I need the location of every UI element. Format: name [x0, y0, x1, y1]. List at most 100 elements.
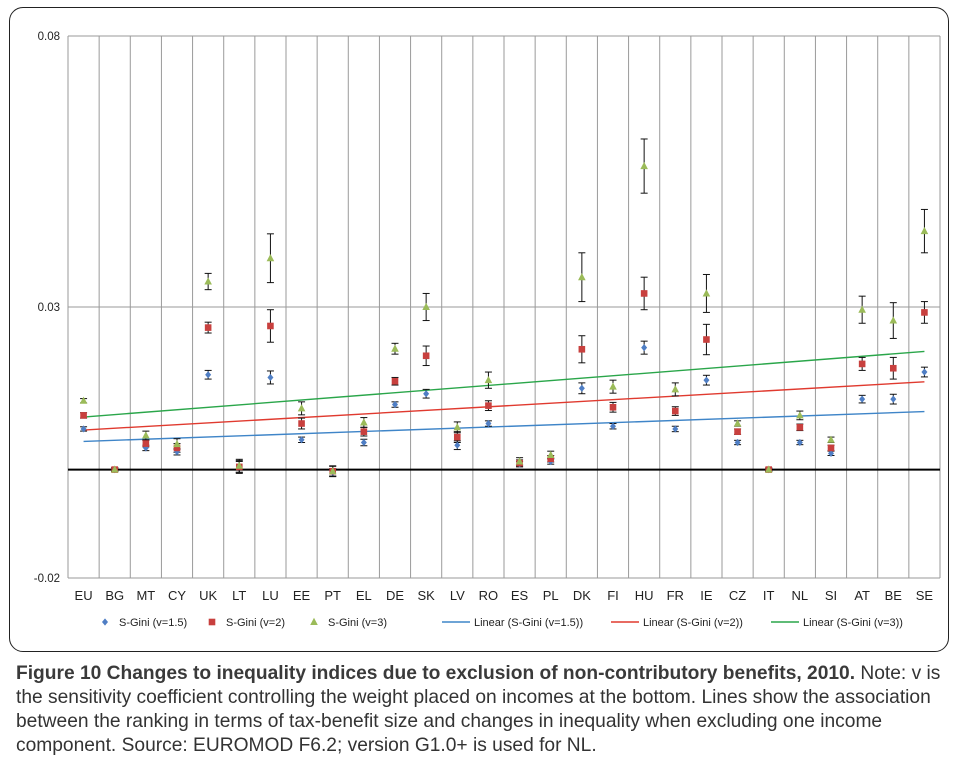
point-v3	[920, 226, 929, 235]
point-v2	[142, 440, 150, 447]
point-v3	[609, 382, 617, 390]
point-v2	[609, 403, 617, 411]
point-v3	[110, 465, 119, 473]
point-v2	[453, 433, 461, 441]
point-v3	[858, 305, 866, 313]
x-tick-label: FI	[607, 588, 619, 603]
x-tick-label: DE	[386, 588, 404, 603]
point-v2	[889, 364, 897, 372]
figure-caption: Figure 10 Changes to inequality indices …	[16, 662, 946, 758]
x-tick-label: DK	[573, 588, 591, 603]
point-v15	[734, 438, 741, 447]
point-v15	[142, 444, 149, 452]
x-tick-label: IE	[700, 588, 713, 603]
legend-marker-v3	[310, 617, 318, 625]
legend-label: S-Gini (v=3)	[328, 617, 387, 629]
x-tick-label: SK	[417, 588, 435, 603]
trend-line-lin15	[83, 410, 925, 443]
y-axis: -0.02 0.03 0.08	[34, 31, 60, 585]
plot-grid	[67, 35, 941, 579]
point-v3	[796, 411, 804, 419]
trend-line-lin2	[83, 381, 925, 431]
x-tick-label: IT	[763, 588, 775, 603]
point-v3	[79, 396, 88, 404]
point-v15	[796, 438, 803, 447]
legend-marker-v15	[102, 618, 108, 626]
point-v15	[454, 441, 461, 449]
point-v2	[485, 402, 492, 409]
legend-label: S-Gini (v=1.5)	[119, 617, 187, 629]
x-tick-label: SE	[916, 588, 934, 603]
figure-title: Figure 10 Changes to inequality indices …	[16, 663, 856, 684]
point-v15	[485, 419, 492, 428]
point-v15	[205, 371, 212, 379]
x-tick-label: PT	[324, 588, 341, 603]
point-v2	[796, 424, 804, 431]
legend-label: S-Gini (v=2)	[226, 617, 285, 629]
point-v15	[859, 395, 866, 403]
point-v3	[578, 272, 586, 281]
point-v15	[360, 438, 367, 447]
figure-note: Note: v is the sensitivity coefficient c…	[16, 663, 941, 756]
point-v15	[578, 384, 585, 392]
point-v15	[828, 449, 834, 457]
point-v3	[360, 418, 368, 426]
trend-line-lin3	[83, 350, 925, 418]
point-v15	[423, 390, 430, 398]
point-v3	[235, 461, 244, 469]
point-v2	[827, 444, 835, 452]
x-tick-label: PL	[543, 588, 559, 603]
point-v15	[921, 368, 928, 376]
x-tick-label: SI	[825, 588, 837, 603]
x-tick-label: EU	[75, 588, 93, 603]
point-v3	[546, 450, 555, 458]
x-tick-label: NL	[792, 588, 809, 603]
point-v3	[391, 344, 399, 352]
point-v2	[360, 428, 368, 435]
point-v15	[267, 373, 274, 382]
point-v2	[547, 455, 555, 463]
point-v2	[80, 412, 87, 419]
point-v3	[422, 302, 430, 310]
point-v2	[391, 377, 399, 385]
x-tick-label: BG	[105, 588, 124, 603]
point-v3	[515, 457, 524, 465]
point-v15	[641, 344, 648, 352]
legend-marker-v2	[208, 618, 216, 626]
y-tick-label: 0.03	[38, 302, 60, 314]
point-v15	[80, 425, 87, 433]
point-v3	[204, 277, 212, 285]
point-v3	[827, 435, 835, 443]
trend-lines	[83, 350, 925, 443]
point-v2	[921, 309, 928, 316]
point-v3	[671, 385, 680, 393]
x-tick-label: UK	[199, 588, 217, 603]
point-v3	[889, 316, 898, 324]
point-v2	[578, 345, 586, 353]
point-v3	[484, 375, 493, 384]
point-v3	[764, 465, 773, 473]
y-tick-label: -0.02	[34, 573, 60, 585]
point-v2	[267, 322, 274, 330]
point-v3	[266, 254, 275, 262]
point-v3	[640, 161, 648, 170]
x-tick-label: LT	[232, 588, 246, 603]
x-tick-label: LV	[450, 588, 465, 603]
x-axis: EU BG MT CY UK LT LU EE PT EL DE SK LV RO ES PL DK FI HU FR…	[75, 588, 934, 603]
point-v2	[671, 407, 679, 415]
point-v15	[703, 376, 710, 384]
figure-frame	[9, 7, 949, 652]
data-points	[79, 161, 929, 476]
x-tick-label: MT	[136, 588, 155, 603]
point-v15	[610, 422, 616, 430]
x-tick-label: CY	[168, 588, 186, 603]
x-tick-label: EE	[293, 588, 311, 603]
point-v3	[733, 419, 742, 427]
point-v15	[672, 425, 679, 433]
x-tick-label: CZ	[729, 588, 746, 603]
chart-legend: S-Gini (v=1.5) S-Gini (v=2) S-Gini (v=3) Li…	[102, 617, 903, 629]
x-tick-label: BE	[885, 588, 903, 603]
point-v3	[328, 467, 337, 475]
point-v2	[298, 420, 305, 427]
legend-label: Linear (S-Gini (v=1.5))	[474, 617, 583, 629]
